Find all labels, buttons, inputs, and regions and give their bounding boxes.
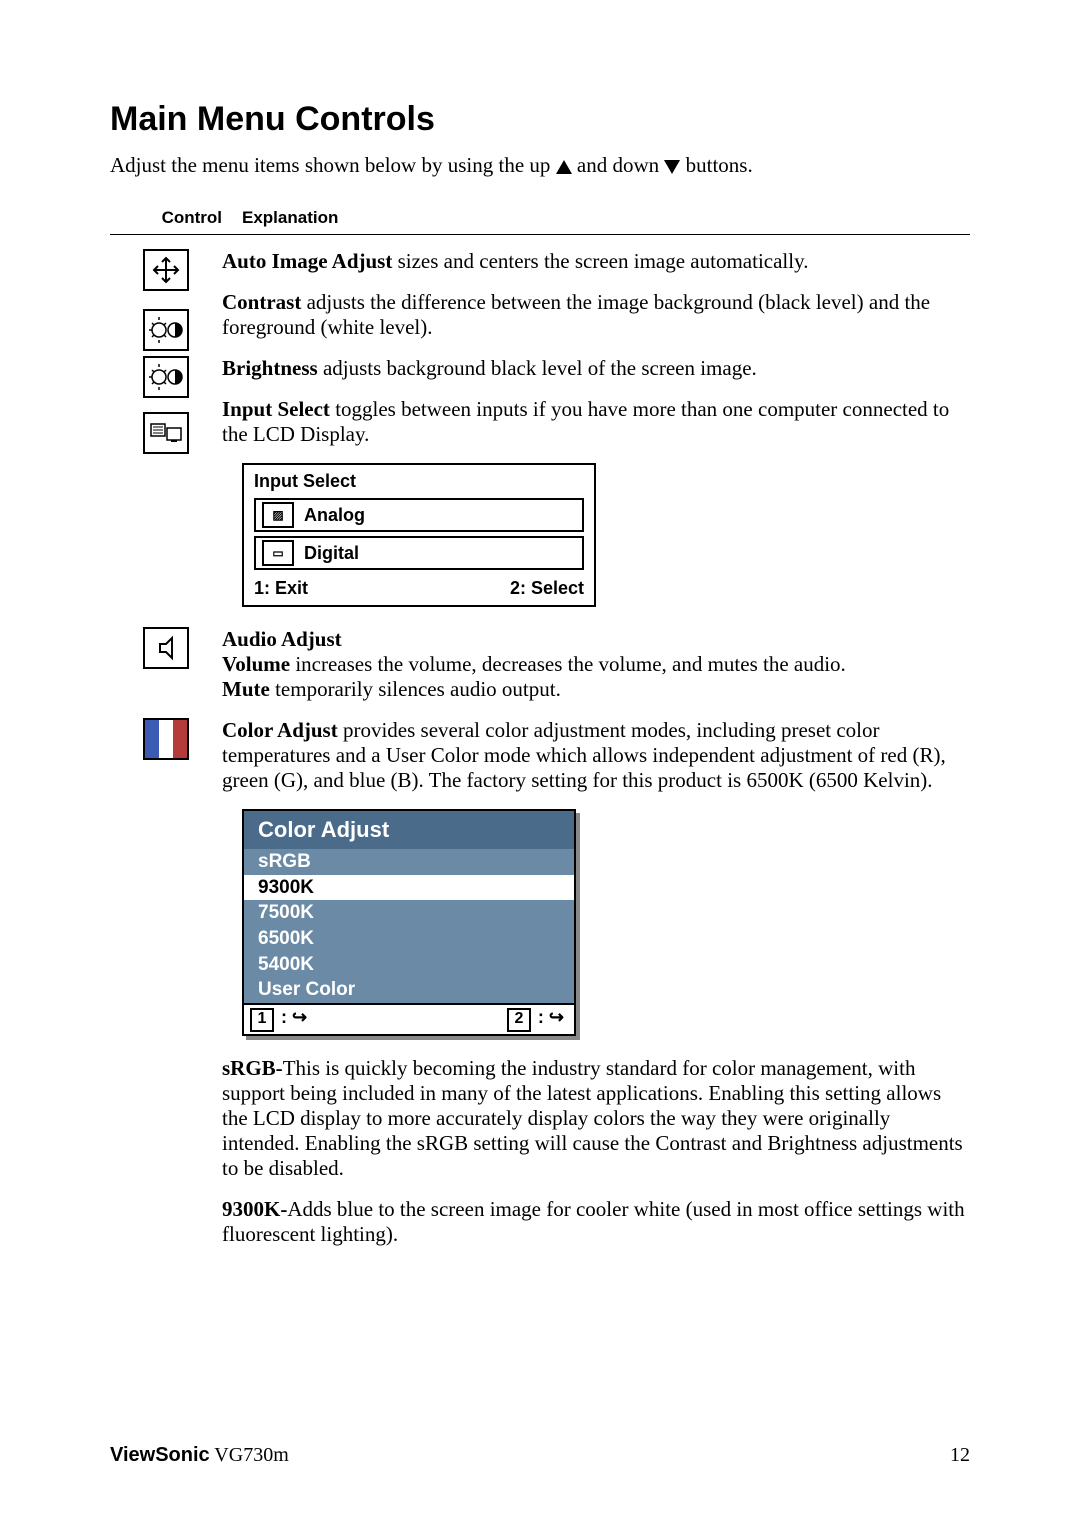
- analog-monitor-icon: ▨: [262, 502, 294, 528]
- footer-model: VG730m: [210, 1444, 289, 1466]
- brightness-icon: [143, 356, 189, 398]
- input-select-analog-row[interactable]: ▨ Analog: [254, 498, 584, 532]
- auto-image-adjust-text: Auto Image Adjust sizes and centers the …: [222, 249, 970, 274]
- input-select-panel-title: Input Select: [244, 465, 594, 498]
- page-number: 12: [950, 1444, 970, 1467]
- color-adjust-footer-1: 1 : ↪: [250, 1007, 307, 1032]
- input-select-icon: [143, 412, 189, 454]
- intro-mid: and down: [572, 153, 665, 177]
- header-explanation: Explanation: [242, 208, 970, 228]
- input-select-exit-label: 1: Exit: [254, 578, 308, 599]
- down-triangle-icon: [664, 160, 680, 174]
- up-triangle-icon: [556, 160, 572, 174]
- page-title: Main Menu Controls: [110, 100, 970, 139]
- analog-label: Analog: [304, 505, 365, 526]
- brightness-text: Brightness adjusts background black leve…: [222, 356, 970, 381]
- audio-adjust-icon: [143, 627, 189, 669]
- color-adjust-icon: [143, 718, 189, 760]
- contrast-text: Contrast adjusts the difference between …: [222, 290, 970, 340]
- color-adjust-item-9300k[interactable]: 9300K: [244, 875, 574, 901]
- k9300-text: 9300K-Adds blue to the screen image for …: [222, 1197, 970, 1247]
- digital-monitor-icon: ▭: [262, 540, 294, 566]
- color-adjust-item-srgb[interactable]: sRGB: [244, 849, 574, 875]
- color-adjust-item-6500k[interactable]: 6500K: [244, 926, 574, 952]
- color-adjust-panel: Color Adjust sRGB9300K7500K6500K5400KUse…: [242, 809, 576, 1036]
- input-select-select-label: 2: Select: [510, 578, 584, 599]
- page-footer: ViewSonic VG730m 12: [110, 1444, 970, 1467]
- audio-adjust-text: Audio Adjust Volume increases the volume…: [222, 627, 970, 702]
- contrast-icon: [143, 309, 189, 351]
- header-control: Control: [110, 208, 242, 228]
- intro-text: Adjust the menu items shown below by usi…: [110, 153, 970, 178]
- color-adjust-item-5400k[interactable]: 5400K: [244, 952, 574, 978]
- digital-label: Digital: [304, 543, 359, 564]
- color-adjust-item-user-color[interactable]: User Color: [244, 977, 574, 1003]
- intro-prefix: Adjust the menu items shown below by usi…: [110, 153, 556, 177]
- table-header: Control Explanation: [110, 208, 970, 235]
- color-adjust-footer-2: 2 : ↪: [507, 1007, 564, 1032]
- srgb-text: sRGB-This is quickly becoming the indust…: [222, 1056, 970, 1181]
- color-adjust-panel-title: Color Adjust: [244, 811, 574, 849]
- footer-brand: ViewSonic: [110, 1444, 210, 1466]
- input-select-digital-row[interactable]: ▭ Digital: [254, 536, 584, 570]
- input-select-panel: Input Select ▨ Analog ▭ Digital 1: Exit …: [242, 463, 596, 607]
- input-select-text: Input Select toggles between inputs if y…: [222, 397, 970, 447]
- intro-suffix: buttons.: [680, 153, 752, 177]
- color-adjust-text: Color Adjust provides several color adju…: [222, 718, 970, 793]
- auto-image-adjust-icon: [143, 249, 189, 291]
- color-adjust-item-7500k[interactable]: 7500K: [244, 900, 574, 926]
